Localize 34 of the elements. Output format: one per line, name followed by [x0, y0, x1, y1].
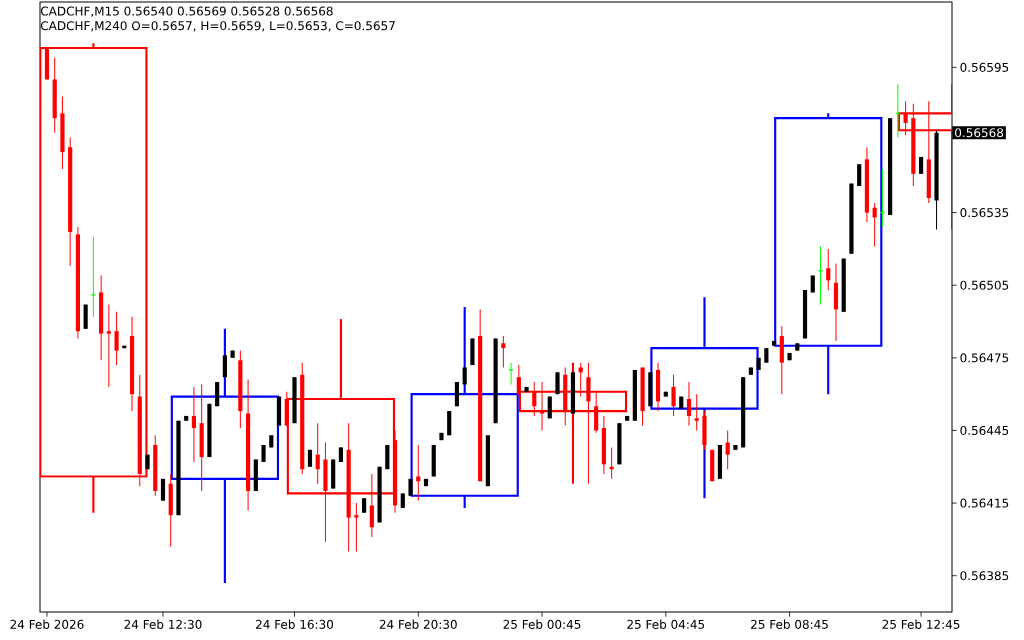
- x-tick-label: 25 Feb 08:45: [751, 619, 828, 629]
- candlestick: [872, 202, 877, 247]
- x-tick-label: 25 Feb 00:45: [503, 619, 581, 629]
- x-tick-label: 25 Feb 04:45: [627, 619, 705, 629]
- candlestick: [508, 362, 514, 385]
- x-tick-label: 25 Feb 12:45: [882, 619, 960, 629]
- candlestick: [90, 236, 97, 318]
- y-tick-label: 0.56535: [960, 208, 1009, 218]
- chart-title: CADCHF,M15 0.56540 0.56569 0.56528 0.56568: [40, 6, 333, 17]
- y-tick-label: 0.56595: [960, 62, 1009, 72]
- candlestick: [671, 374, 676, 417]
- y-tick-label: 0.56415: [960, 498, 1009, 508]
- text: 0.56568: [955, 128, 1004, 138]
- candlestick: [826, 248, 831, 291]
- candlestick: [857, 163, 862, 187]
- candlestick: [725, 429, 730, 470]
- x-tick-label: 24 Feb 12:30: [124, 619, 202, 629]
- candlestick: [191, 386, 197, 463]
- candlestick: [686, 381, 692, 427]
- candlestick: [694, 393, 699, 431]
- y-tick-label: 0.56505: [960, 280, 1009, 290]
- y-tick-label: 0.56385: [960, 571, 1009, 581]
- x-tick-label: 24 Feb 16:30: [256, 619, 334, 629]
- candlestick: [315, 422, 320, 485]
- text: CADCHF,M240 O=0.5657, H=0.5659, L=0.5653, C=0.5657: [40, 21, 395, 32]
- x-tick-label: 24 Feb 2026: [10, 619, 84, 629]
- candlestick: [416, 444, 421, 502]
- x-tick-label: 24 Feb 20:30: [379, 619, 457, 629]
- candlestick: [106, 304, 111, 388]
- y-tick-label: 0.56445: [960, 425, 1009, 435]
- y-tick-label: 0.56475: [960, 353, 1009, 363]
- candlestick: [501, 335, 506, 369]
- candlestick: [114, 311, 119, 366]
- candlestick: [354, 502, 359, 552]
